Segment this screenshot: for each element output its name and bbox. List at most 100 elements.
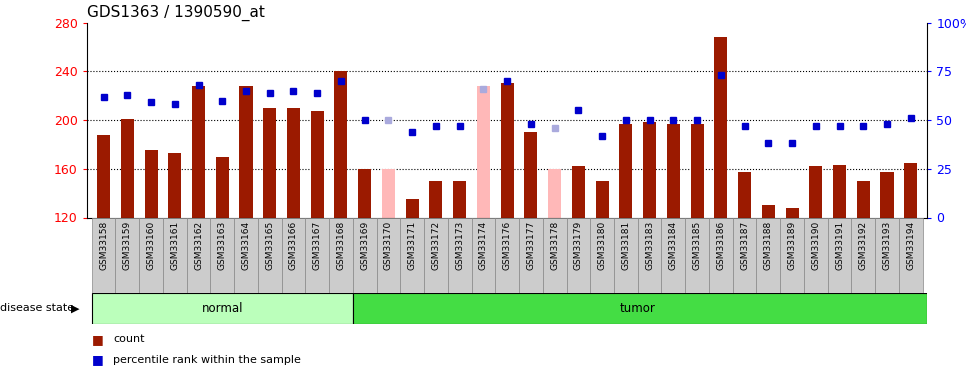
Bar bbox=[382, 169, 395, 217]
Text: GSM33165: GSM33165 bbox=[266, 220, 274, 270]
Bar bbox=[548, 169, 561, 217]
Text: GSM33176: GSM33176 bbox=[502, 220, 512, 270]
Text: GSM33173: GSM33173 bbox=[455, 220, 465, 270]
Bar bbox=[377, 217, 400, 292]
Text: GSM33168: GSM33168 bbox=[336, 220, 346, 270]
Bar bbox=[566, 217, 590, 292]
Text: GSM33170: GSM33170 bbox=[384, 220, 393, 270]
Bar bbox=[334, 71, 348, 217]
Bar bbox=[139, 217, 163, 292]
Bar bbox=[92, 292, 353, 324]
Bar bbox=[353, 292, 927, 324]
Bar bbox=[785, 208, 799, 218]
Text: GSM33172: GSM33172 bbox=[432, 220, 440, 270]
Bar bbox=[192, 86, 205, 218]
Text: GDS1363 / 1390590_at: GDS1363 / 1390590_at bbox=[87, 5, 265, 21]
Bar bbox=[353, 217, 377, 292]
Bar bbox=[596, 181, 609, 218]
Bar bbox=[756, 217, 781, 292]
Bar bbox=[904, 163, 918, 218]
Bar bbox=[543, 217, 566, 292]
Bar bbox=[833, 165, 846, 218]
Bar bbox=[500, 84, 514, 218]
Text: GSM33160: GSM33160 bbox=[147, 220, 156, 270]
Text: GSM33178: GSM33178 bbox=[550, 220, 559, 270]
Text: GSM33166: GSM33166 bbox=[289, 220, 298, 270]
Text: GSM33183: GSM33183 bbox=[645, 220, 654, 270]
Bar bbox=[471, 217, 496, 292]
Text: GSM33161: GSM33161 bbox=[170, 220, 180, 270]
Text: GSM33171: GSM33171 bbox=[408, 220, 416, 270]
Bar bbox=[828, 217, 851, 292]
Text: GSM33158: GSM33158 bbox=[99, 220, 108, 270]
Bar bbox=[781, 217, 804, 292]
Text: GSM33191: GSM33191 bbox=[835, 220, 844, 270]
Bar bbox=[168, 153, 182, 218]
Bar bbox=[804, 217, 828, 292]
Bar bbox=[186, 217, 211, 292]
Bar bbox=[880, 172, 894, 217]
Bar bbox=[453, 181, 467, 218]
Bar bbox=[424, 217, 448, 292]
Text: GSM33174: GSM33174 bbox=[479, 220, 488, 270]
Text: ■: ■ bbox=[92, 354, 103, 366]
Bar bbox=[685, 217, 709, 292]
Bar bbox=[211, 217, 234, 292]
Text: normal: normal bbox=[202, 302, 243, 315]
Bar bbox=[709, 217, 732, 292]
Bar bbox=[358, 169, 371, 217]
Bar bbox=[400, 217, 424, 292]
Bar bbox=[638, 217, 662, 292]
Text: GSM33179: GSM33179 bbox=[574, 220, 582, 270]
Bar bbox=[282, 217, 305, 292]
Bar bbox=[519, 217, 543, 292]
Bar bbox=[851, 217, 875, 292]
Text: GSM33193: GSM33193 bbox=[883, 220, 892, 270]
Text: disease state: disease state bbox=[0, 303, 74, 313]
Text: GSM33194: GSM33194 bbox=[906, 220, 915, 270]
Bar bbox=[714, 37, 727, 218]
Text: GSM33180: GSM33180 bbox=[598, 220, 607, 270]
Text: GSM33181: GSM33181 bbox=[621, 220, 631, 270]
Text: GSM33185: GSM33185 bbox=[693, 220, 701, 270]
Bar bbox=[619, 124, 633, 218]
Text: ■: ■ bbox=[92, 374, 103, 375]
Bar bbox=[329, 217, 353, 292]
Bar bbox=[311, 111, 324, 218]
Bar bbox=[406, 199, 418, 217]
Bar bbox=[762, 206, 775, 218]
Bar bbox=[263, 108, 276, 218]
Text: ■: ■ bbox=[92, 333, 103, 346]
Text: GSM33187: GSM33187 bbox=[740, 220, 749, 270]
Bar bbox=[215, 157, 229, 218]
Bar bbox=[430, 181, 442, 218]
Text: percentile rank within the sample: percentile rank within the sample bbox=[113, 355, 300, 365]
Bar bbox=[810, 166, 822, 218]
Bar bbox=[234, 217, 258, 292]
Text: GSM33163: GSM33163 bbox=[217, 220, 227, 270]
Text: GSM33162: GSM33162 bbox=[194, 220, 203, 270]
Text: GSM33184: GSM33184 bbox=[668, 220, 678, 270]
Text: GSM33192: GSM33192 bbox=[859, 220, 867, 270]
Bar bbox=[662, 217, 685, 292]
Bar bbox=[857, 181, 869, 218]
Bar bbox=[115, 217, 139, 292]
Bar bbox=[667, 124, 680, 218]
Bar bbox=[525, 132, 537, 218]
Bar bbox=[643, 122, 656, 218]
Bar bbox=[732, 217, 756, 292]
Text: GSM33169: GSM33169 bbox=[360, 220, 369, 270]
Bar bbox=[287, 108, 300, 218]
Bar bbox=[590, 217, 614, 292]
Text: count: count bbox=[113, 334, 145, 344]
Bar bbox=[477, 86, 490, 218]
Bar bbox=[240, 86, 252, 218]
Bar bbox=[97, 135, 110, 218]
Text: GSM33177: GSM33177 bbox=[526, 220, 535, 270]
Bar bbox=[305, 217, 329, 292]
Text: GSM33189: GSM33189 bbox=[787, 220, 797, 270]
Text: GSM33188: GSM33188 bbox=[764, 220, 773, 270]
Bar bbox=[875, 217, 899, 292]
Bar bbox=[121, 119, 134, 218]
Bar bbox=[496, 217, 519, 292]
